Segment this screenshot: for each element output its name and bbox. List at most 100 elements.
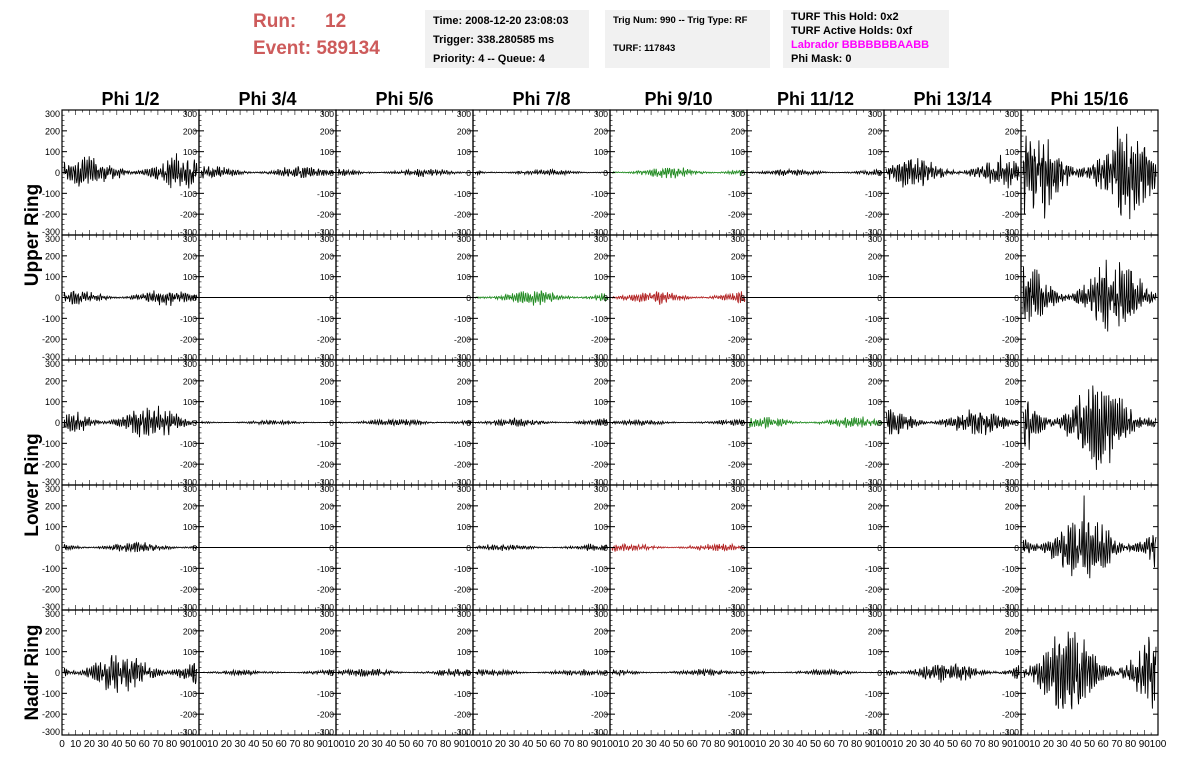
ytick-label-r4-c7-0: 300: [868, 484, 882, 494]
xtick-label-c1-8: 80: [166, 739, 178, 750]
waveform-r2-c8: [1022, 259, 1157, 332]
ytick-label-r5-c4-6: -300: [454, 727, 471, 737]
ytick-label-r1-c1-5: -200: [42, 210, 60, 220]
ytick-label-r2-c1-6: -300: [42, 352, 60, 362]
xtick-label-c6-3: 30: [783, 739, 795, 750]
ytick-label-r2-c2-1: 200: [183, 251, 197, 261]
ytick-label-r1-c8-3: 0: [1014, 168, 1019, 178]
ytick-label-r4-c2-5: -200: [180, 585, 197, 595]
ytick-label-r1-c5-5: -200: [591, 210, 608, 220]
ytick-label-r5-c5-6: -300: [591, 727, 608, 737]
ytick-label-r4-c4-1: 200: [457, 501, 471, 511]
xtick-label-c4-2: 20: [495, 739, 507, 750]
ytick-label-r3-c3-0: 300: [320, 359, 334, 369]
ytick-label-r3-c8-4: -100: [1002, 439, 1019, 449]
ytick-label-r3-c6-5: -200: [728, 460, 745, 470]
xtick-label-c6-6: 60: [824, 739, 836, 750]
ytick-label-r3-c1-3: 0: [55, 418, 60, 428]
xtick-label-c2-8: 80: [303, 739, 315, 750]
ytick-label-r2-c7-3: 0: [877, 293, 882, 303]
ytick-label-r2-c2-3: 0: [192, 293, 197, 303]
xtick-label-c8-4: 40: [1070, 739, 1082, 750]
xtick-label-c7-10: 100: [1013, 739, 1030, 750]
ytick-label-r5-c2-5: -200: [180, 710, 197, 720]
ytick-label-r4-c1-1: 200: [45, 501, 60, 511]
ytick-label-r2-c1-4: -100: [42, 314, 60, 324]
xtick-label-c1-7: 70: [152, 739, 164, 750]
ytick-label-r1-c1-0: 300: [45, 109, 60, 119]
ytick-label-r1-c8-4: -100: [1002, 189, 1019, 199]
waveform-r2-c1: [63, 290, 198, 306]
ytick-label-r4-c6-6: -300: [728, 602, 745, 612]
ytick-label-r1-c2-6: -300: [180, 227, 197, 237]
ytick-label-r4-c7-3: 0: [877, 543, 882, 553]
ytick-label-r4-c7-1: 200: [868, 501, 882, 511]
ytick-label-r3-c6-1: 200: [731, 376, 745, 386]
xtick-label-c6-4: 40: [796, 739, 808, 750]
ytick-label-r5-c1-1: 200: [45, 626, 60, 636]
xtick-label-c6-8: 80: [851, 739, 863, 750]
ytick-label-r1-c6-6: -300: [728, 227, 745, 237]
ytick-label-r1-c1-4: -100: [42, 189, 60, 199]
xtick-label-c1-4: 40: [111, 739, 123, 750]
ytick-label-r1-c1-2: 100: [45, 147, 60, 157]
xtick-label-c4-6: 60: [550, 739, 562, 750]
ytick-label-r5-c4-3: 0: [466, 668, 471, 678]
ytick-label-r1-c3-2: 100: [320, 147, 334, 157]
ytick-label-r4-c8-6: -300: [1002, 602, 1019, 612]
xtick-label-c3-1: 10: [344, 739, 356, 750]
waveform-r4-c8: [1022, 495, 1157, 579]
ytick-label-r1-c2-2: 100: [183, 147, 197, 157]
ytick-label-r3-c2-5: -200: [180, 460, 197, 470]
turf-info-box: TURF This Hold: 0x2 TURF Active Holds: 0…: [783, 10, 949, 68]
ytick-label-r2-c8-4: -100: [1002, 314, 1019, 324]
ytick-label-r2-c7-4: -100: [865, 314, 882, 324]
ytick-label-r2-c4-5: -200: [454, 335, 471, 345]
ytick-label-r4-c3-3: 0: [329, 543, 334, 553]
ytick-label-r3-c4-5: -200: [454, 460, 471, 470]
ytick-label-r4-c5-1: 200: [594, 501, 608, 511]
ytick-label-r1-c4-4: -100: [454, 189, 471, 199]
ytick-label-r4-c3-2: 100: [320, 522, 334, 532]
event-line: Event: 589134: [253, 35, 380, 62]
ytick-label-r5-c2-1: 200: [183, 626, 197, 636]
xtick-label-c2-2: 20: [221, 739, 233, 750]
ytick-label-r3-c4-1: 200: [457, 376, 471, 386]
xtick-label-c2-1: 10: [207, 739, 219, 750]
xtick-label-c2-9: 90: [317, 739, 329, 750]
ytick-label-r5-c7-2: 100: [868, 647, 882, 657]
ytick-label-r5-c4-5: -200: [454, 710, 471, 720]
ytick-label-r1-c7-3: 0: [877, 168, 882, 178]
ytick-label-r4-c6-3: 0: [740, 543, 745, 553]
ytick-label-r4-c5-6: -300: [591, 602, 608, 612]
run-line: Run: 12: [253, 8, 380, 35]
ytick-label-r5-c6-5: -200: [728, 710, 745, 720]
ytick-label-r4-c2-3: 0: [192, 543, 197, 553]
ytick-label-r4-c6-0: 300: [731, 484, 745, 494]
xtick-label-c4-4: 40: [522, 739, 534, 750]
column-header-3: Phi 5/6: [375, 89, 433, 109]
ytick-label-r4-c3-6: -300: [317, 602, 334, 612]
xtick-label-c5-6: 60: [687, 739, 699, 750]
xtick-label-c3-7: 70: [426, 739, 438, 750]
ytick-label-r2-c6-3: 0: [740, 293, 745, 303]
ytick-label-r5-c8-5: -200: [1002, 710, 1019, 720]
ytick-label-r5-c3-6: -300: [317, 727, 334, 737]
xtick-label-c6-7: 70: [837, 739, 849, 750]
ytick-label-r3-c5-5: -200: [591, 460, 608, 470]
ytick-label-r3-c3-6: -300: [317, 477, 334, 487]
waveform-r3-c3: [337, 418, 472, 427]
column-header-7: Phi 13/14: [913, 89, 991, 109]
xtick-label-c8-3: 30: [1057, 739, 1069, 750]
waveform-r5-c3: [337, 668, 472, 678]
xtick-label-c2-5: 50: [262, 739, 274, 750]
ytick-label-r3-c3-4: -100: [317, 439, 334, 449]
xtick-label-c7-2: 20: [906, 739, 918, 750]
event-label: Event:: [253, 38, 312, 59]
ytick-label-r1-c3-3: 0: [329, 168, 334, 178]
ytick-label-r4-c1-0: 300: [45, 484, 60, 494]
xtick-label-c5-3: 30: [646, 739, 658, 750]
ytick-label-r1-c3-1: 200: [320, 126, 334, 136]
ytick-label-r5-c6-2: 100: [731, 647, 745, 657]
xtick-label-c3-4: 40: [385, 739, 397, 750]
